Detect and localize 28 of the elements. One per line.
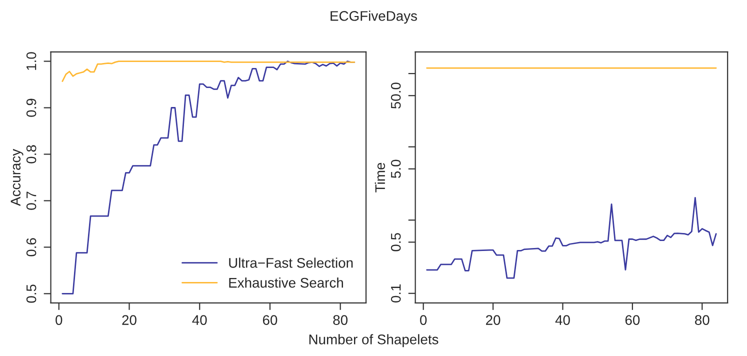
x-tick-label: 40 [192,315,207,325]
x-tick-label: 0 [420,315,427,325]
y-tick-label: 0.1 [390,284,401,302]
line-series [62,60,356,82]
y-axis-title: Accuracy [10,148,24,206]
y-tick-label: 0.5 [390,233,401,252]
y-tick-label: 0.5 [26,284,36,303]
x-tick-label: 80 [695,315,710,325]
y-axis-title: Time [374,162,386,192]
x-tick-label: 60 [625,315,640,325]
y-tick-label: 0.8 [26,145,36,164]
x-axis-title: Number of Shapelets [309,334,438,348]
x-tick-label: 80 [333,315,348,325]
x-tick-label: 20 [486,315,500,325]
x-tick-label: 40 [555,315,570,325]
y-tick-label: 0.6 [26,238,36,256]
y-tick-label: 0.9 [26,98,36,117]
y-tick-label: 0.7 [26,192,36,210]
legend-label: Ultra−Fast Selection [229,258,353,268]
chart-title: ECGFiveDays [330,10,417,24]
legend-label: Exhaustive Search [229,278,343,288]
y-tick-label: 1.0 [26,52,36,70]
y-tick-label: 5.0 [390,160,401,178]
line-series [426,197,717,279]
y-tick-label: 50.0 [390,82,401,109]
x-tick-label: 60 [262,315,278,325]
x-tick-label: 20 [122,315,136,325]
x-tick-label: 0 [56,315,62,325]
